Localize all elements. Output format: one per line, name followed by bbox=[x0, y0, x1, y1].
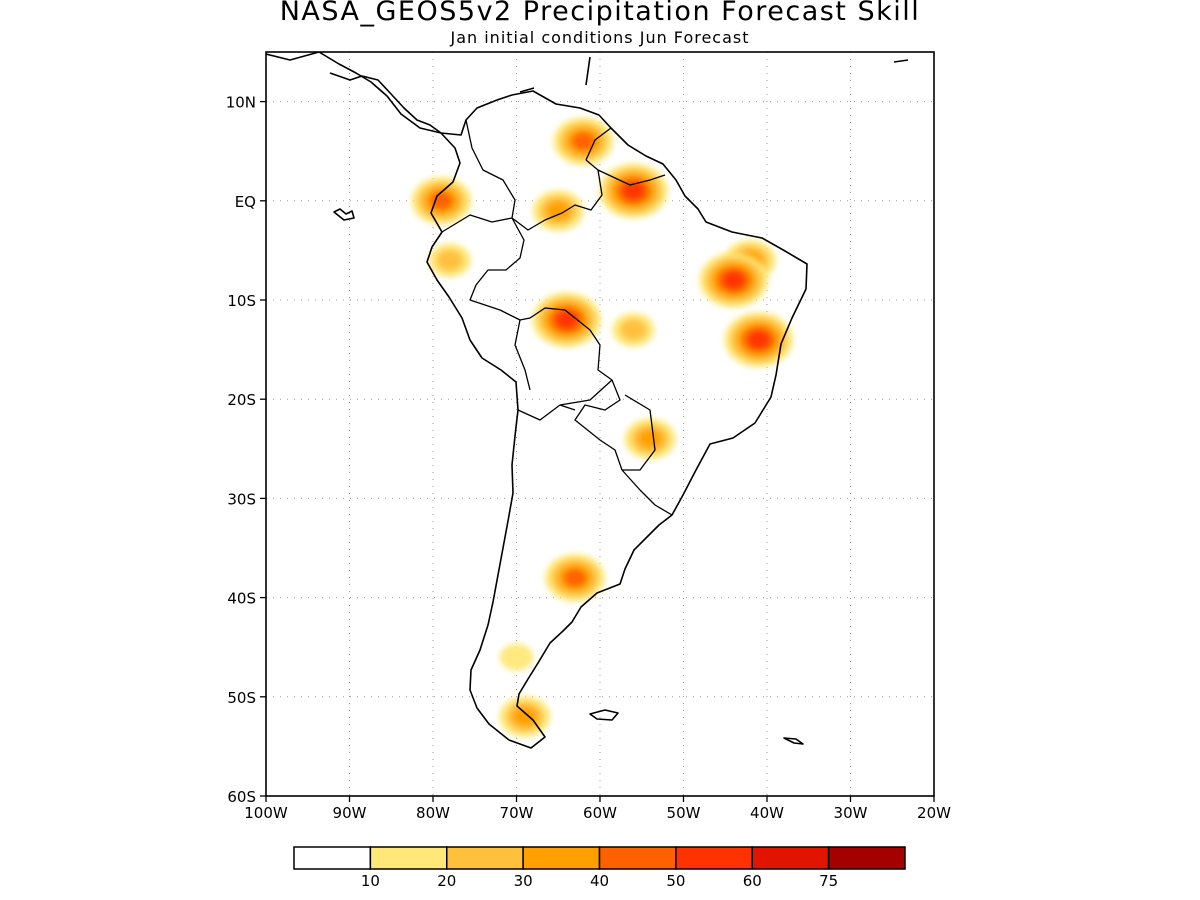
colorbar-swatch bbox=[675, 846, 753, 870]
colorbar-label: 20 bbox=[437, 872, 456, 890]
colorbar-swatch bbox=[751, 846, 830, 870]
skill-region bbox=[624, 418, 676, 460]
colorbar-label: 75 bbox=[819, 872, 838, 890]
tick-label-lat: 10N bbox=[226, 94, 256, 112]
colorbar-label: 10 bbox=[361, 872, 380, 890]
colorbar-swatch bbox=[446, 846, 524, 870]
tick-label-lon: 20W bbox=[917, 804, 951, 822]
skill-region bbox=[699, 252, 768, 308]
skill-contour bbox=[722, 271, 745, 289]
colorbar-swatch bbox=[598, 846, 677, 870]
tick-label-lat: 40S bbox=[227, 590, 256, 608]
tick-label-lat: 10S bbox=[227, 292, 256, 310]
axis-labels: 100W 90W 80W 70W 60W 50W 40W 30W 20W 10N EQ 10S 20S 3… bbox=[226, 94, 951, 822]
tick-label-lon: 100W bbox=[244, 804, 288, 822]
south-america-coastline bbox=[318, 52, 808, 749]
skill-contour bbox=[546, 201, 571, 221]
skill-contour bbox=[430, 191, 453, 210]
skill-contour bbox=[563, 568, 587, 587]
skill-region bbox=[612, 312, 655, 347]
colorbar-swatch bbox=[522, 846, 601, 870]
colorbar-swatch bbox=[827, 846, 906, 870]
skill-contour bbox=[619, 318, 648, 341]
tick-label-lat: 30S bbox=[227, 490, 256, 508]
colorbar-label: 40 bbox=[590, 872, 609, 890]
skill-region bbox=[411, 176, 472, 225]
skill-region bbox=[532, 292, 601, 348]
skill-region bbox=[499, 696, 551, 738]
skill-region bbox=[599, 163, 668, 219]
skill-contour bbox=[512, 706, 537, 727]
central-america-coastline bbox=[266, 52, 442, 134]
tick-label-lat: 20S bbox=[227, 391, 256, 409]
skill-region bbox=[544, 553, 605, 602]
tick-label-lon: 40W bbox=[750, 804, 784, 822]
tick-label-lat: 60S bbox=[227, 788, 256, 806]
skill-contour bbox=[622, 182, 645, 200]
colorbar: 10 20 30 40 50 60 75 bbox=[293, 846, 906, 890]
country-borders bbox=[441, 119, 673, 516]
tick-label-lon: 50W bbox=[667, 804, 701, 822]
tick-label-lon: 60W bbox=[583, 804, 617, 822]
south-georgia bbox=[783, 737, 804, 745]
skill-contour bbox=[555, 311, 578, 329]
falkland-islands bbox=[589, 709, 619, 721]
tick-label-lon: 30W bbox=[834, 804, 868, 822]
tick-label-lon: 90W bbox=[333, 804, 367, 822]
skill-contour bbox=[572, 132, 595, 151]
skill-contour bbox=[436, 249, 464, 272]
chart-subtitle: Jan initial conditions Jun Forecast bbox=[450, 28, 750, 47]
skill-region bbox=[532, 190, 584, 232]
skill-contour bbox=[637, 429, 663, 449]
galapagos-islands bbox=[333, 208, 355, 221]
skill-contour bbox=[747, 331, 770, 349]
chart-title: NASA_GEOS5v2 Precipitation Forecast Skil… bbox=[279, 0, 921, 27]
tick-label-lat: EQ bbox=[235, 193, 256, 211]
colorbar-label: 60 bbox=[743, 872, 762, 890]
tick-label-lon: 80W bbox=[416, 804, 450, 822]
skill-region bbox=[428, 243, 471, 278]
skill-region bbox=[553, 117, 614, 166]
tick-label-lon: 70W bbox=[500, 804, 534, 822]
skill-region bbox=[499, 643, 534, 671]
coastlines bbox=[266, 52, 909, 749]
colorbar-swatch bbox=[293, 846, 372, 870]
colorbar-label: 50 bbox=[666, 872, 685, 890]
colorbar-swatch bbox=[369, 846, 448, 870]
skill-contour bbox=[499, 643, 534, 671]
caribbean-islands bbox=[519, 56, 909, 93]
colorbar-label: 30 bbox=[514, 872, 533, 890]
tick-label-lat: 50S bbox=[227, 689, 256, 707]
skill-region bbox=[724, 312, 794, 368]
